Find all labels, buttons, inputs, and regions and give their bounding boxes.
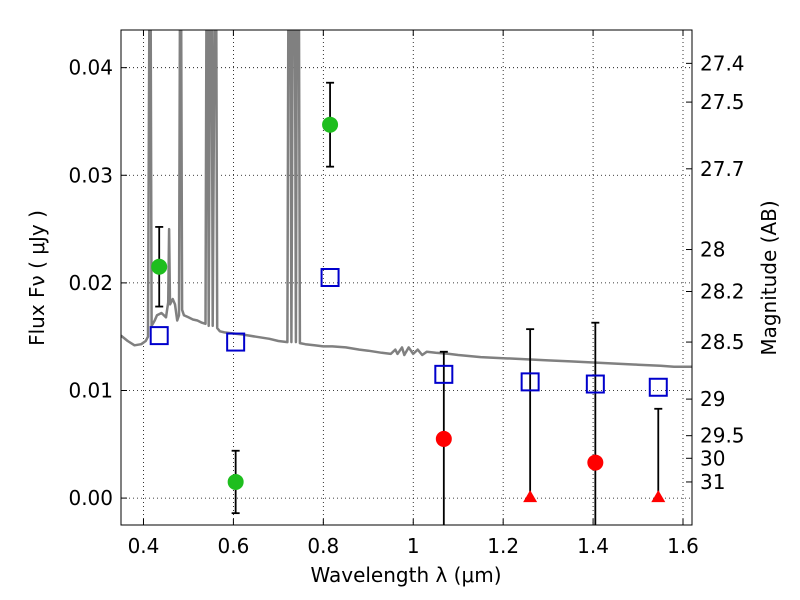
upper-limit-marker <box>651 490 666 503</box>
y2-tick-label: 28.2 <box>700 279 745 303</box>
model-point <box>434 364 454 384</box>
x-axis-label: Wavelength λ (μm) <box>310 563 501 587</box>
x-tick-label: 0.4 <box>128 534 160 558</box>
y-tick-label: 0.02 <box>68 271 113 295</box>
y2-tick-label: 31 <box>700 470 725 494</box>
x-tick-label: 1 <box>407 534 420 558</box>
upper-limit-marker <box>523 490 538 503</box>
data-point <box>322 116 339 133</box>
axis-ticks: 0.4 0.6 0.8 1 1.2 1.4 1.6 0.00 0.01 0.02 0.03 0.04 2… <box>68 30 745 558</box>
model-point <box>320 268 340 287</box>
y-tick-label: 0.00 <box>68 486 113 510</box>
x-tick-label: 1.6 <box>667 534 699 558</box>
y2-tick-label: 30 <box>700 446 725 470</box>
y2-tick-label: 28.5 <box>700 330 745 354</box>
y-tick-label: 0.04 <box>68 56 113 80</box>
spectrum-line <box>121 30 692 369</box>
y2-tick-label: 27.4 <box>700 51 745 75</box>
right-axis-label: Magnitude (AB) <box>757 200 781 355</box>
data-point <box>587 454 604 471</box>
data-point <box>227 473 244 490</box>
plot-frame <box>120 29 693 526</box>
model-point <box>226 332 246 352</box>
model-point <box>648 377 668 397</box>
y2-tick-label: 29.5 <box>700 424 745 448</box>
x-tick-label: 1.2 <box>487 534 519 558</box>
y-tick-label: 0.03 <box>68 163 113 187</box>
x-tick-label: 0.8 <box>307 534 339 558</box>
plot-data <box>121 30 692 525</box>
x-tick-label: 0.6 <box>217 534 249 558</box>
data-point <box>435 430 452 447</box>
y-axis-label: Flux Fν ( μJy ) <box>25 210 49 346</box>
y-tick-label: 0.01 <box>68 378 113 402</box>
y2-tick-label: 27.7 <box>700 157 745 181</box>
model-point <box>585 374 605 394</box>
data-point <box>151 258 168 275</box>
x-tick-label: 1.4 <box>577 534 609 558</box>
grid-lines <box>121 30 692 525</box>
y2-tick-label: 27.5 <box>700 90 745 114</box>
y2-tick-label: 28 <box>700 238 725 262</box>
model-point <box>149 326 169 346</box>
model-point <box>520 372 540 392</box>
y2-tick-label: 29 <box>700 387 725 411</box>
